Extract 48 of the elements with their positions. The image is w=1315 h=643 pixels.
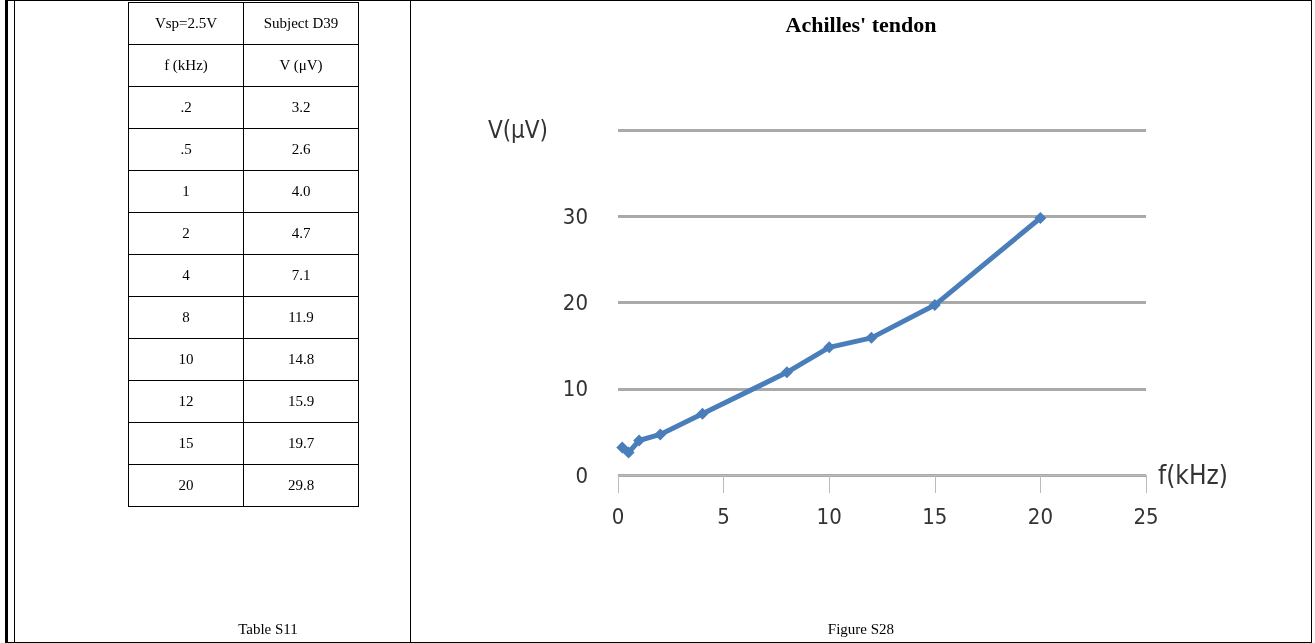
text: .5 bbox=[128, 128, 244, 171]
point bbox=[865, 331, 878, 344]
point bbox=[823, 341, 836, 354]
y-axis-title: V(μV) bbox=[487, 116, 548, 144]
chart-title: Achilles' tendon bbox=[785, 11, 937, 37]
x-axis-title: f(kHz) bbox=[1158, 460, 1228, 490]
text: 3.2 bbox=[243, 86, 359, 129]
y-tick-label: 10 bbox=[562, 376, 588, 402]
y-tick-label: 20 bbox=[562, 290, 588, 315]
text: 2.6 bbox=[243, 128, 359, 171]
text: 15.9 bbox=[243, 380, 359, 423]
y-tick-label: 0 bbox=[575, 462, 588, 488]
caption: Table S11 bbox=[237, 621, 299, 638]
x-tick-label: 0 bbox=[611, 503, 625, 529]
point bbox=[654, 428, 667, 441]
point bbox=[616, 441, 629, 454]
text: f (kHz) bbox=[128, 44, 244, 87]
text: 8 bbox=[128, 296, 244, 339]
text: Subject D39 bbox=[243, 2, 359, 45]
point bbox=[780, 366, 793, 379]
text: 4.0 bbox=[243, 170, 359, 213]
point bbox=[928, 299, 941, 312]
point bbox=[1034, 211, 1047, 224]
text: V (μV) bbox=[243, 44, 359, 87]
y-tick-label: 30 bbox=[562, 203, 588, 229]
text: 19.7 bbox=[243, 422, 359, 465]
text: 1 bbox=[128, 170, 244, 213]
x-tick-label: 20 bbox=[1027, 503, 1053, 529]
text: 11.9 bbox=[243, 296, 359, 339]
point bbox=[622, 446, 635, 459]
text: Vsp=2.5V bbox=[128, 2, 244, 45]
text: 12 bbox=[128, 380, 244, 423]
x-tick-label: 5 bbox=[717, 503, 730, 529]
text: 2 bbox=[128, 212, 244, 255]
point bbox=[696, 407, 709, 420]
x-tick-label: 25 bbox=[1133, 503, 1159, 529]
text: .2 bbox=[128, 86, 244, 129]
point bbox=[633, 434, 646, 447]
text: 15 bbox=[128, 422, 244, 465]
x-tick-label: 15 bbox=[922, 503, 948, 529]
text: 4 bbox=[128, 254, 244, 297]
text: 4.7 bbox=[243, 212, 359, 255]
x-tick-label: 10 bbox=[816, 503, 842, 529]
text: 7.1 bbox=[243, 254, 359, 297]
text: 14.8 bbox=[243, 338, 359, 381]
caption: Figure S28 bbox=[826, 621, 896, 638]
text: 10 bbox=[128, 338, 244, 381]
text: 29.8 bbox=[243, 464, 359, 507]
